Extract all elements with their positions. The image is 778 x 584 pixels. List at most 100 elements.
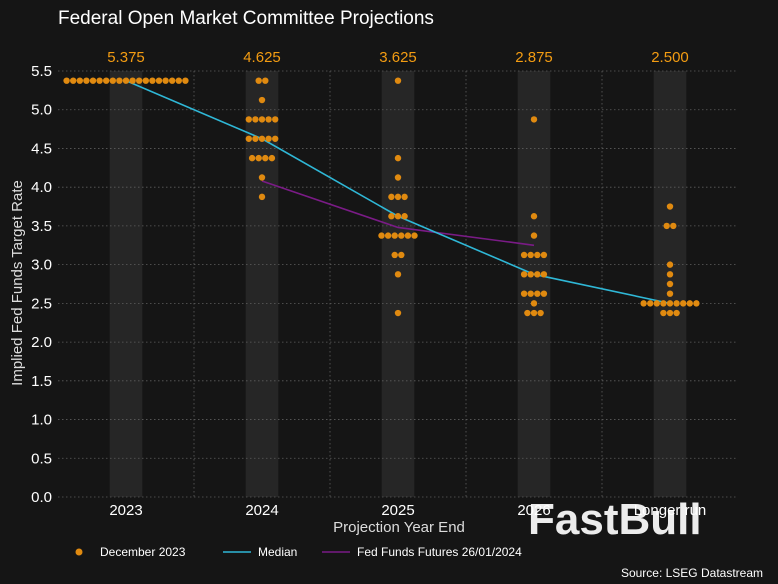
dot-point [388, 193, 395, 201]
dot-point [96, 77, 103, 84]
y-tick-label: 4.0 [31, 179, 52, 196]
dot-point [527, 271, 534, 278]
dot-point [524, 309, 531, 317]
dot-point [245, 116, 252, 123]
column-band [517, 71, 551, 497]
dot-point [262, 77, 269, 84]
dot-point [647, 300, 654, 307]
x-tick-label: 2025 [381, 502, 414, 519]
dot-point [666, 203, 674, 210]
dot-point [666, 261, 674, 268]
dot-point [537, 309, 544, 317]
median-value-label: 2.500 [651, 49, 689, 66]
dot-point [666, 271, 674, 278]
dot-point [70, 77, 77, 84]
y-tick-label: 3.0 [31, 257, 52, 274]
y-tick-label: 0.0 [31, 489, 52, 506]
dot-point [258, 174, 266, 181]
dot-point [182, 77, 189, 84]
dot-point [680, 300, 687, 307]
x-tick-label: 2023 [109, 502, 142, 519]
dot-point [255, 77, 262, 84]
dot-point [527, 290, 534, 297]
y-tick-label: 3.5 [31, 218, 52, 235]
dot-point [394, 193, 402, 201]
dot-point [83, 77, 90, 84]
dot-point [155, 77, 163, 84]
dot-point [63, 77, 70, 84]
dot-point [109, 77, 117, 84]
dot-point [540, 251, 548, 259]
dot-point [530, 300, 538, 307]
dot-point [89, 77, 97, 84]
watermark-logo: FastBull [528, 495, 702, 544]
column-band [381, 71, 415, 497]
dot-point [258, 135, 266, 142]
dot-point [272, 135, 279, 142]
dot-point [670, 222, 677, 230]
dot-point [149, 77, 156, 84]
dot-point [673, 300, 680, 307]
dot-point [673, 309, 680, 317]
gridlines [58, 70, 738, 498]
legend-label-median: Median [258, 545, 297, 559]
dot-point [394, 213, 402, 220]
y-tick-label: 2.0 [31, 334, 52, 351]
dot-point [252, 135, 259, 142]
dot-point [666, 290, 674, 297]
y-tick-label: 1.5 [31, 373, 52, 390]
y-tick-label: 5.0 [31, 102, 52, 119]
dot-point [258, 96, 266, 104]
dot-point [404, 232, 412, 239]
dot-point [248, 154, 256, 162]
dot-point [540, 271, 548, 278]
legend-dot-marker [75, 548, 83, 556]
x-tick-labels: 2023 2024 2025 2026 Longer run [109, 502, 706, 519]
y-tick-label: 0.5 [31, 450, 52, 467]
dot-point [162, 77, 169, 84]
x-axis-label: Projection Year End [333, 519, 465, 536]
dot-point [520, 271, 528, 278]
dot-point [660, 309, 667, 317]
dot-point [76, 77, 84, 84]
x-tick-label: 2024 [245, 502, 278, 519]
median-value-label: 5.375 [107, 49, 145, 66]
dot-point [394, 77, 402, 84]
dot-point [103, 77, 110, 84]
dot-point [663, 222, 670, 230]
y-tick-label: 4.5 [31, 140, 52, 157]
dot-point [116, 77, 123, 84]
dot-point [653, 300, 660, 307]
dot-point [268, 154, 276, 162]
dot-point [245, 135, 252, 142]
column-band [245, 71, 279, 497]
y-tick-label: 2.5 [31, 295, 52, 312]
dot-point [401, 193, 408, 201]
dot-point [540, 290, 548, 297]
dot-point [530, 116, 538, 123]
dot-point [394, 154, 402, 162]
dot-point [693, 300, 700, 307]
dot-point [265, 135, 272, 142]
dot-point [534, 251, 541, 259]
dot-point [136, 77, 143, 84]
dot-point [394, 271, 402, 278]
dot-point [394, 309, 402, 317]
dot-point [265, 116, 272, 123]
dot-point [255, 154, 262, 162]
dot-point [129, 77, 136, 84]
dot-point [258, 116, 266, 123]
dot-point [666, 280, 674, 288]
dot-point [530, 309, 538, 317]
dot-point [411, 232, 418, 239]
dot-point [378, 232, 385, 239]
column-bands [109, 71, 687, 497]
dot-point [401, 213, 408, 220]
dot-point [520, 251, 528, 259]
legend-label-futures: Fed Funds Futures 26/01/2024 [357, 545, 522, 559]
chart-title: Federal Open Market Committee Projection… [58, 8, 434, 29]
x-tick-label: 2026 [517, 502, 550, 519]
median-value-label: 3.625 [379, 49, 417, 66]
